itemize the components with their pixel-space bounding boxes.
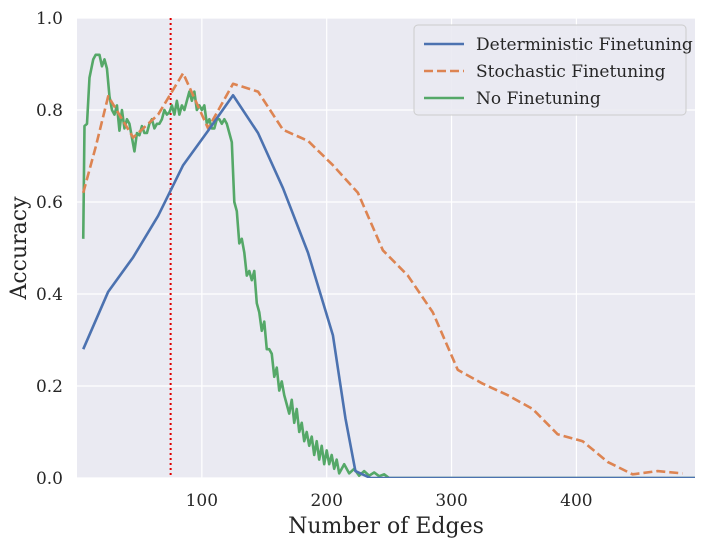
x-tick-label: 200: [310, 491, 342, 511]
legend-label: Stochastic Finetuning: [476, 62, 666, 82]
series-line-stochastic-finetuning: [81, 71, 683, 476]
y-tick-label: 1.0: [36, 9, 63, 29]
y-tick-label: 0.2: [36, 377, 63, 397]
y-tick-label: 0.4: [36, 285, 63, 305]
x-tick-label: 300: [435, 491, 467, 511]
legend-label: Deterministic Finetuning: [476, 35, 693, 55]
y-axis-label: Accuracy: [7, 196, 32, 301]
y-tick-label: 0.0: [36, 469, 63, 489]
x-tick-label: 400: [560, 491, 592, 511]
series-line-deterministic-finetuning: [82, 93, 695, 478]
x-tick-label: 100: [186, 491, 218, 511]
y-tick-label: 0.8: [36, 101, 63, 121]
legend-label: No Finetuning: [476, 89, 601, 109]
legend-box: [413, 24, 687, 116]
y-tick-label: 0.6: [36, 193, 63, 213]
series-layer: [81, 53, 695, 478]
x-axis-label: Number of Edges: [288, 514, 484, 539]
legend: Deterministic Finetuning Stochastic Finet…: [413, 24, 693, 116]
tick-labels: 100 200 300 400 0.0 0.2 0.4 0.6 0.8 1.0: [36, 9, 593, 511]
